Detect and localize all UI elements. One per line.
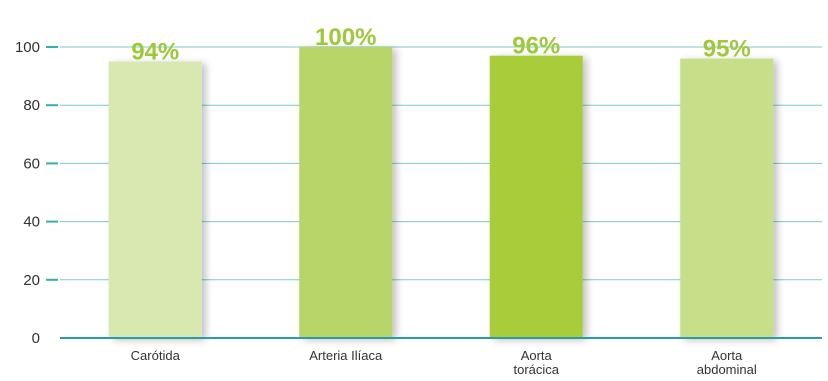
y-tick-label: 80	[23, 97, 40, 114]
data-label: 100%	[315, 24, 376, 51]
data-labels: 94% 100% 96% 95%	[131, 24, 751, 66]
x-tick-label: Aorta abdominal	[697, 348, 757, 377]
y-tick-label: 40	[23, 214, 40, 231]
y-tick-label: 20	[23, 272, 40, 289]
x-tick-label: Aorta torácica	[513, 348, 559, 377]
bar	[299, 47, 393, 338]
y-tick-label: 0	[32, 330, 40, 347]
y-tick-label: 60	[23, 155, 40, 172]
x-tick-label: Arteria Ilíaca	[309, 348, 383, 363]
bar	[108, 61, 202, 339]
data-label: 94%	[131, 39, 179, 66]
bar	[680, 58, 774, 338]
y-axis: 0 20 40 60 80 100	[15, 39, 58, 347]
data-label: 96%	[512, 33, 560, 60]
x-tick-label: Carótida	[131, 348, 181, 363]
x-axis-labels: Carótida Arteria Ilíaca Aorta torácica Aorta…	[131, 348, 757, 377]
y-tick-label: 100	[15, 39, 40, 56]
data-label: 95%	[703, 36, 751, 63]
bars	[108, 47, 774, 339]
bar	[489, 55, 583, 338]
